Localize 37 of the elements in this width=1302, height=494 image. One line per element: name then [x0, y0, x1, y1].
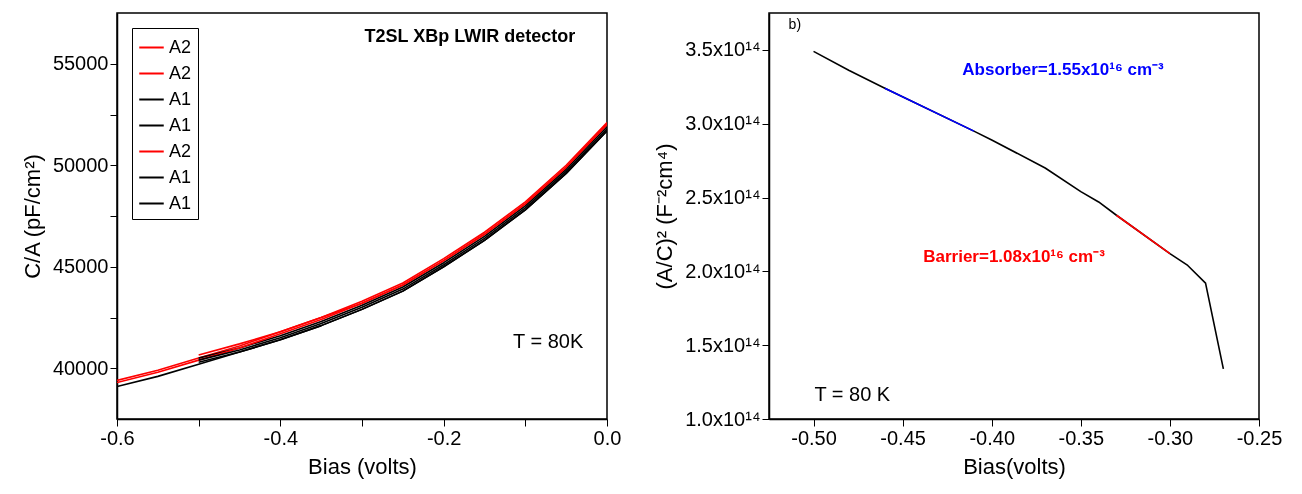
y-tick-label: 50000 — [52, 153, 109, 176]
legend-label: A2 — [169, 140, 192, 161]
legend-label: A1 — [169, 114, 192, 135]
y-axis-title: (A/C)² (F⁻²cm⁴) — [652, 143, 678, 290]
y-tick-label: 1.5x10¹⁴ — [685, 333, 761, 356]
x-tick-label: -0.45 — [880, 426, 926, 449]
y-tick-label: 1.0x10¹⁴ — [685, 407, 761, 430]
x-tick-label: -0.6 — [100, 426, 135, 449]
x-tick-label: -0.4 — [263, 426, 299, 449]
x-tick-label: -0.2 — [426, 426, 462, 449]
y-tick-label: 2.0x10¹⁴ — [685, 259, 761, 282]
x-tick-label: -0.30 — [1147, 426, 1194, 449]
x-tick-label: -0.35 — [1058, 426, 1105, 449]
x-axis-title: Bias (volts) — [308, 453, 417, 479]
annotation: T = 80 K — [814, 382, 891, 405]
y-tick-label: 3.5x10¹⁴ — [685, 38, 761, 61]
y-axis-title: C/A (pF/cm²) — [19, 154, 45, 279]
y-tick-label: 45000 — [52, 255, 109, 278]
x-axis-title: Bias(volts) — [963, 453, 1066, 479]
annotation: Absorber=1.55x10¹⁶ cm⁻³ — [962, 59, 1165, 79]
legend-label: A1 — [169, 192, 192, 213]
x-tick-label: 0.0 — [593, 426, 622, 449]
annotation: T = 80K — [513, 329, 584, 352]
x-tick-label: -0.50 — [791, 426, 837, 449]
y-tick-label: 55000 — [52, 52, 109, 75]
y-tick-label: 2.5x10¹⁴ — [685, 186, 761, 209]
y-tick-label: 40000 — [52, 356, 109, 379]
legend-label: A2 — [169, 62, 192, 83]
annotation: b) — [788, 16, 802, 33]
legend-label: A2 — [169, 36, 192, 57]
y-tick-label: 3.0x10¹⁴ — [685, 112, 761, 135]
x-tick-label: -0.40 — [969, 426, 1016, 449]
annotation: Barrier=1.08x10¹⁶ cm⁻³ — [923, 246, 1106, 266]
annotation: T2SL XBp LWIR detector — [364, 26, 576, 47]
legend-label: A1 — [169, 166, 192, 187]
legend-label: A1 — [169, 88, 192, 109]
x-tick-label: -0.25 — [1236, 426, 1283, 449]
